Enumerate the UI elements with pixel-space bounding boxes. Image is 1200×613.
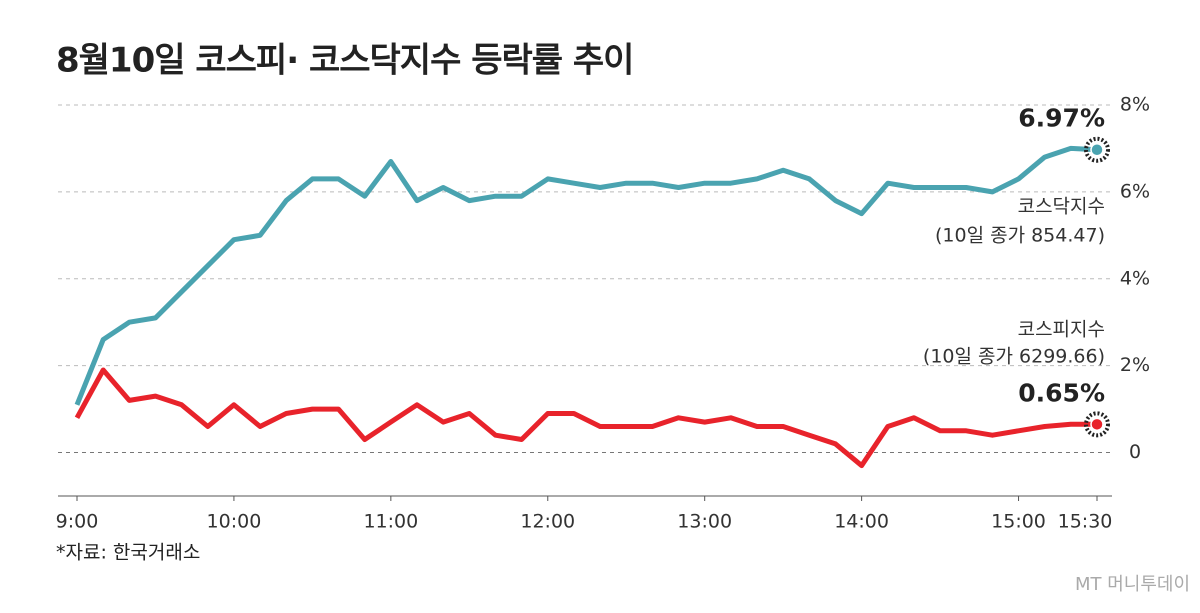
end-ring	[1084, 136, 1110, 163]
x-tick-label: 13:00	[677, 511, 732, 533]
y-tick-label: 2%	[1120, 354, 1150, 376]
series-name: 코스피지수	[1018, 319, 1105, 341]
x-tick-label: 12:00	[520, 511, 575, 533]
x-tick-label: 10:00	[207, 511, 262, 533]
end-value-label: 0.65%	[1018, 378, 1105, 407]
y-tick-label: 6%	[1120, 180, 1150, 202]
x-tick-label: 11:00	[363, 511, 418, 533]
logo: MT 머니투데이	[1075, 574, 1190, 595]
x-tick-label: 14:00	[834, 511, 889, 533]
x-tick-label: 15:00	[991, 511, 1046, 533]
end-point	[1090, 417, 1104, 432]
series-line	[74, 367, 1097, 469]
x-tick-label: 15:30	[1058, 511, 1113, 533]
series-note: (10일 종가 854.47)	[935, 225, 1105, 247]
source: *자료: 한국거래소	[56, 542, 200, 564]
y-tick-label: 8%	[1120, 94, 1150, 116]
series-line	[74, 145, 1098, 406]
chart-title: 8월10일 코스피· 코스닥지수 등락률 추이	[56, 41, 633, 81]
series-name: 코스닥지수	[1018, 196, 1105, 218]
y-tick-label: 4%	[1120, 267, 1150, 289]
y-tick-label: 0	[1129, 441, 1141, 463]
series-note: (10일 종가 6299.66)	[923, 346, 1105, 368]
end-value-label: 6.97%	[1018, 104, 1105, 133]
end-point	[1090, 142, 1104, 157]
end-ring	[1084, 411, 1110, 438]
x-tick-label: 9:00	[56, 511, 99, 533]
